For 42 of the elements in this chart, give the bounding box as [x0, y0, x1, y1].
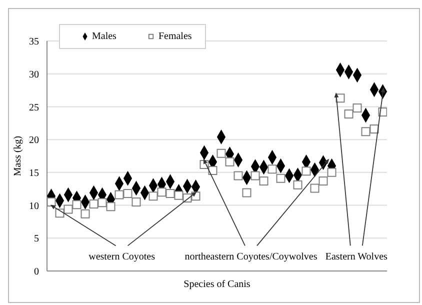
- point: [234, 171, 243, 180]
- point: [174, 190, 184, 200]
- legend-label: Females: [158, 31, 192, 42]
- legend-label: Males: [92, 31, 116, 42]
- point: [216, 148, 226, 158]
- y-axis-title: Mass (kg): [12, 136, 24, 176]
- y-tick-label: 0: [34, 266, 39, 278]
- point: [132, 198, 141, 206]
- point: [361, 127, 370, 136]
- point: [72, 200, 82, 210]
- point: [302, 166, 311, 176]
- point: [318, 176, 328, 186]
- annotation: northeastern Coyotes/Coywolves: [184, 252, 318, 263]
- point: [276, 174, 286, 183]
- point: [106, 202, 116, 212]
- point: [268, 164, 277, 174]
- point: [89, 199, 98, 208]
- annotation: Eastern Wolves: [325, 252, 388, 263]
- point: [327, 168, 336, 177]
- y-tick-label: 35: [29, 36, 39, 48]
- point: [148, 192, 158, 201]
- x-axis-title: Species of Canis: [184, 279, 250, 290]
- point: [98, 198, 107, 208]
- point: [80, 209, 90, 218]
- point: [293, 180, 302, 190]
- y-tick-label: 30: [29, 69, 39, 80]
- point: [310, 184, 320, 193]
- point: [47, 198, 56, 206]
- y-tick-label: 20: [29, 135, 39, 146]
- point: [157, 188, 166, 197]
- point: [225, 157, 234, 166]
- annotation: western Coyotes: [88, 252, 156, 263]
- y-tick-label: 15: [29, 168, 39, 179]
- point: [114, 190, 124, 200]
- point: [64, 204, 73, 214]
- point: [352, 104, 362, 113]
- point: [208, 166, 218, 175]
- point: [250, 171, 260, 180]
- y-tick-label: 25: [29, 102, 39, 114]
- y-tick-label: 10: [29, 200, 39, 212]
- point: [242, 188, 252, 198]
- y-tick-label: 5: [34, 234, 39, 245]
